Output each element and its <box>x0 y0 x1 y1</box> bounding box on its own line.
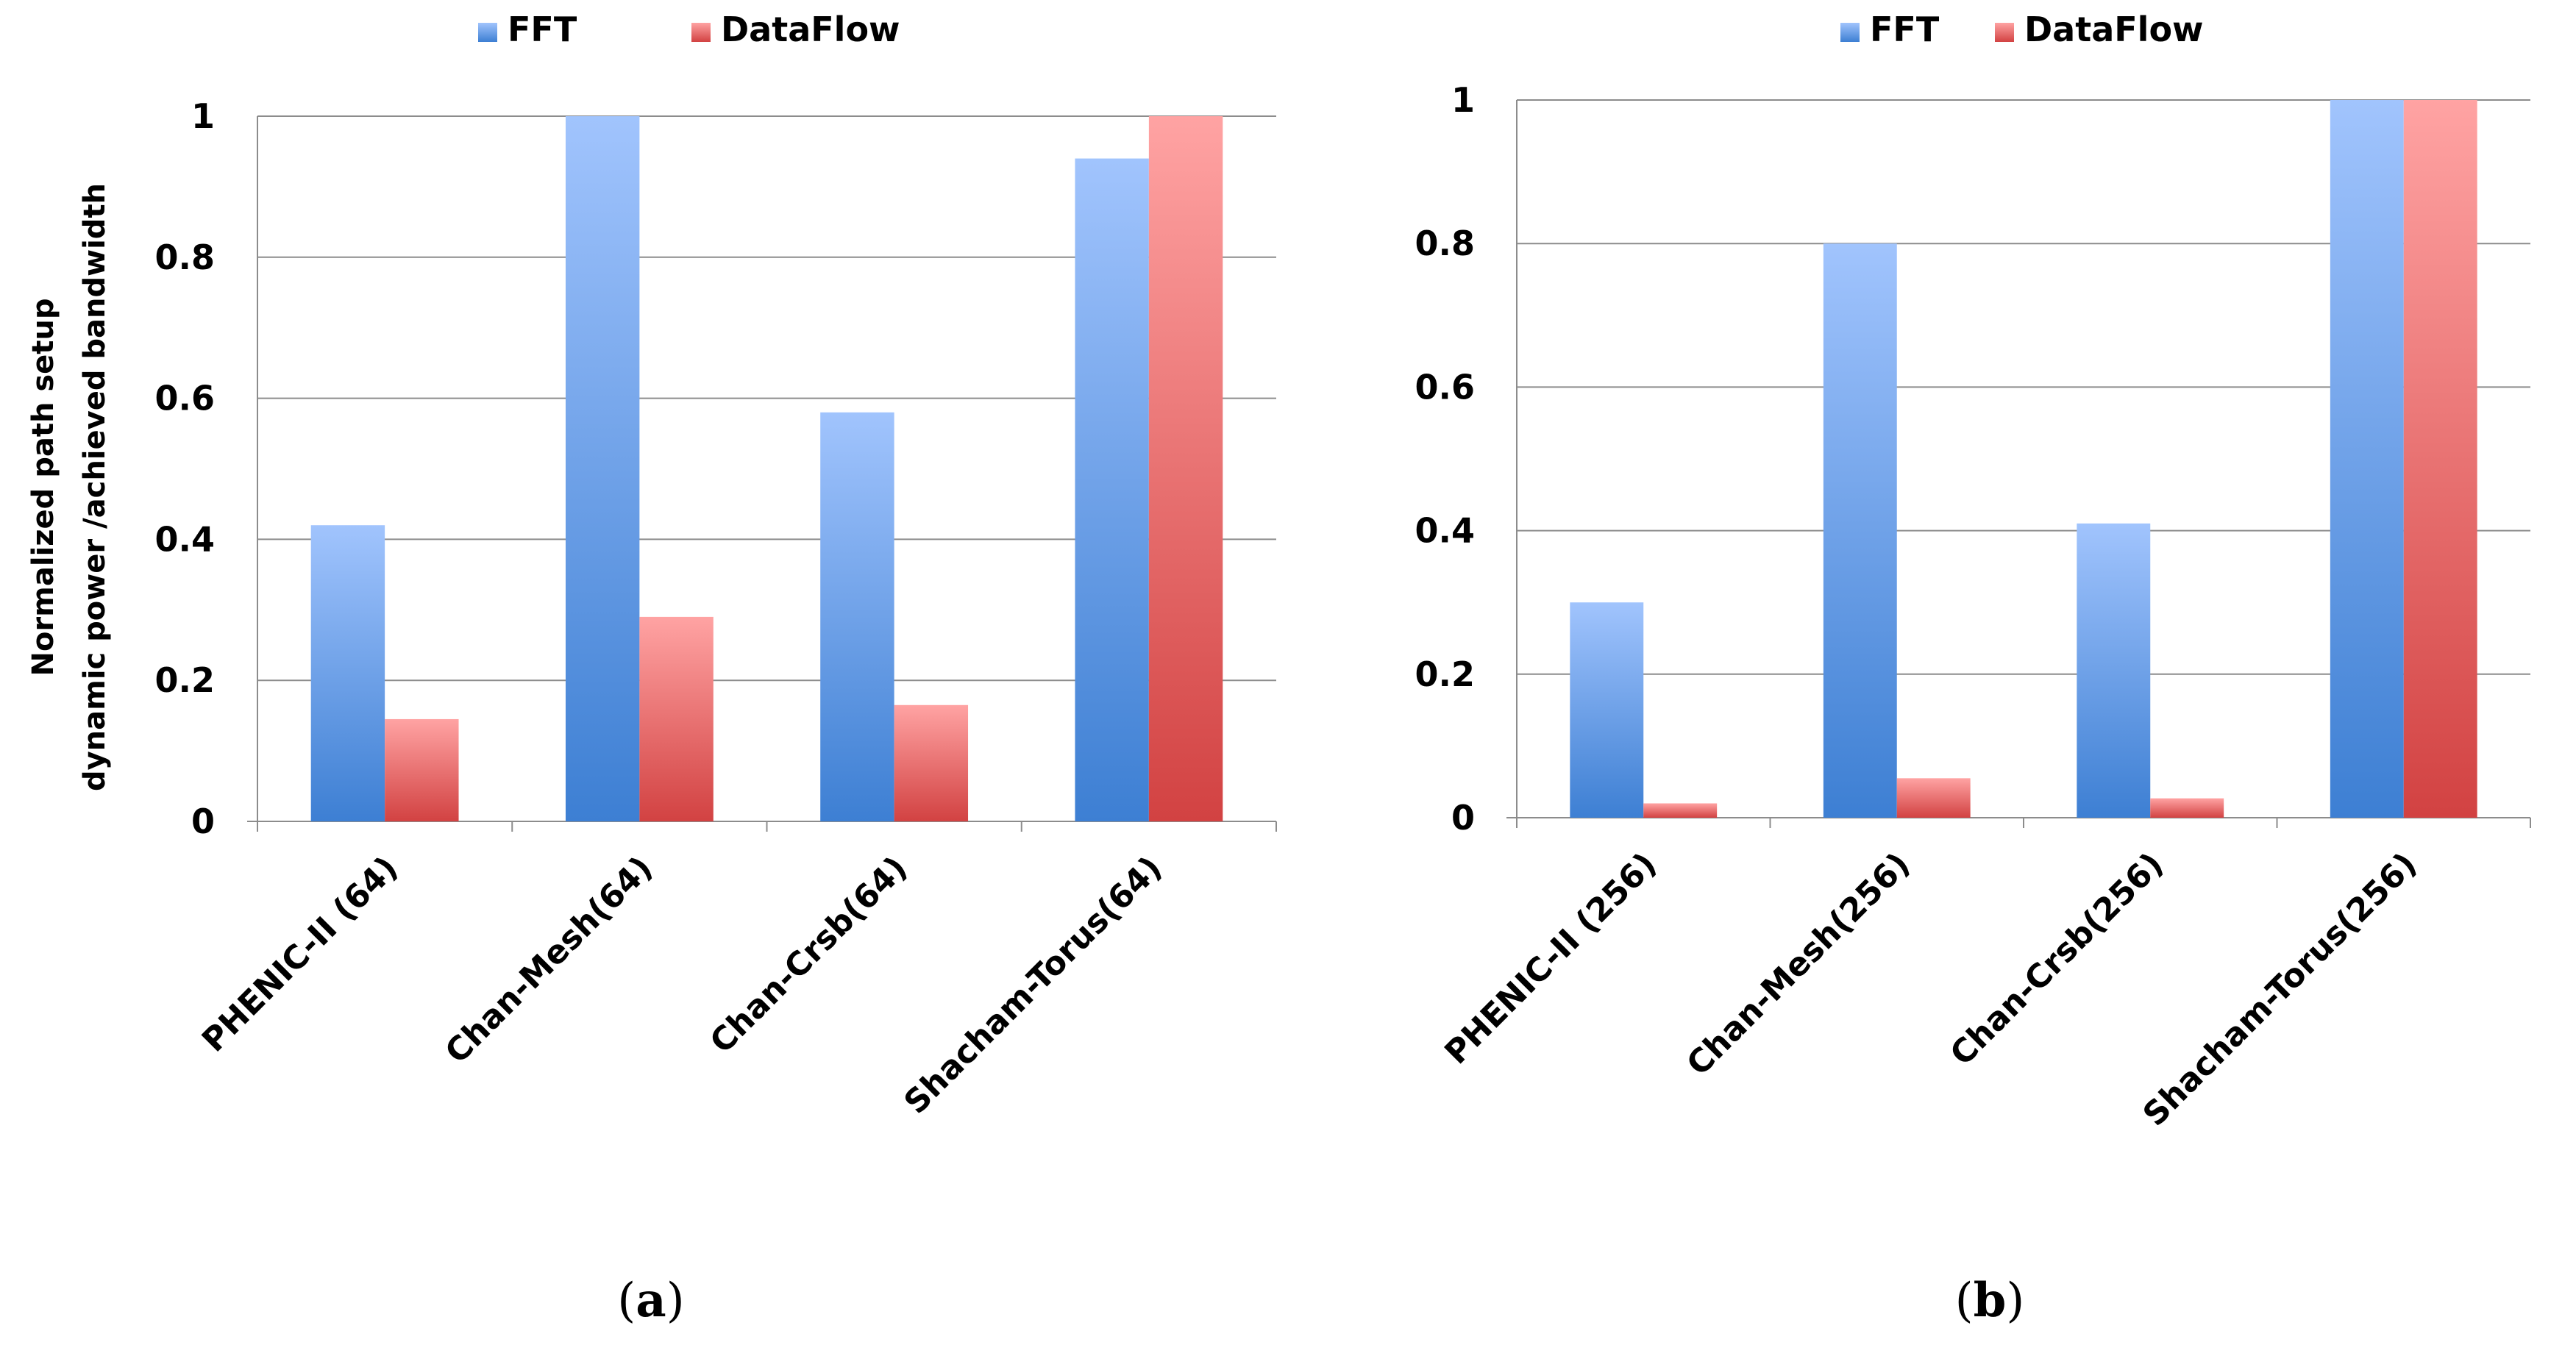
legend-swatch-dataflow <box>691 23 711 42</box>
bar-dataflow-4 <box>2403 100 2477 818</box>
y-tick-label: 0.8 <box>1415 224 1476 263</box>
x-category-label: Chan-Mesh(64) <box>438 849 661 1071</box>
y-tick-label: 0.4 <box>155 519 216 559</box>
bar-dataflow-3 <box>894 704 969 821</box>
y-tick-label: 0.2 <box>1415 654 1476 694</box>
x-category-label: Chan-Crsb(256) <box>1943 846 2171 1073</box>
bar-dataflow-2 <box>1896 778 1971 818</box>
legend-label-fft: FFT <box>508 10 577 49</box>
bar-dataflow-1 <box>385 718 459 821</box>
bar-dataflow-1 <box>1643 803 1718 818</box>
y-tick-label: 0.6 <box>155 379 216 418</box>
bar-fft-3 <box>820 412 894 821</box>
bar-fft-2 <box>565 116 640 821</box>
bar-fft-3 <box>2077 523 2151 818</box>
legend-label-dataflow: DataFlow <box>2024 10 2204 49</box>
y-tick-label: 1 <box>191 96 215 136</box>
y-tick-label: 0.8 <box>155 238 216 277</box>
x-category-label: Shacham-Torus(256) <box>2136 846 2424 1134</box>
bar-fft-2 <box>1823 243 1897 818</box>
y-tick-label: 0 <box>191 802 215 841</box>
y-tick-label: 0.2 <box>155 660 216 700</box>
legend-swatch-fft <box>1840 23 1860 42</box>
legend-swatch-dataflow <box>1995 23 2014 42</box>
bar-fft-4 <box>1075 158 1149 822</box>
bar-fft-1 <box>1570 602 1644 818</box>
y-tick-label: 1 <box>1451 80 1475 120</box>
bar-dataflow-4 <box>1148 116 1223 821</box>
chart-panel-b: 0 0.2 0.4 0.6 0.8 1 PHENIC-II (256) Chan-Mesh(2… <box>1415 10 2531 1328</box>
legend-label-dataflow: DataFlow <box>721 10 900 49</box>
legend-label-fft: FFT <box>1870 10 1940 49</box>
x-category-label: Chan-Crsb(64) <box>703 849 915 1061</box>
x-category-label: PHENIC-II (64) <box>195 849 405 1060</box>
y-axis-title: Normalized path setup <box>26 298 60 676</box>
chart-panel-a: 0 0.2 0.4 0.6 0.8 1 PHENIC-II (64) Chan-Mesh(64… <box>26 10 1277 1328</box>
bar-fft-4 <box>2330 100 2404 818</box>
x-category-label: PHENIC-II (256) <box>1437 846 1664 1072</box>
bar-fft-1 <box>310 525 385 821</box>
y-tick-label: 0.4 <box>1415 511 1476 551</box>
legend-swatch-fft <box>478 23 497 42</box>
panel-label: (a) <box>617 1273 684 1328</box>
x-category-label: Chan-Mesh(256) <box>1679 846 1917 1083</box>
y-tick-label: 0 <box>1451 798 1475 838</box>
panel-label: (b) <box>1955 1273 2025 1328</box>
y-axis-title: dynamic power /achieved bandwidth <box>78 183 112 791</box>
y-tick-label: 0.6 <box>1415 367 1476 407</box>
x-category-label: Shacham-Torus(64) <box>897 849 1169 1121</box>
bar-dataflow-2 <box>639 616 714 821</box>
bar-dataflow-3 <box>2150 798 2224 818</box>
